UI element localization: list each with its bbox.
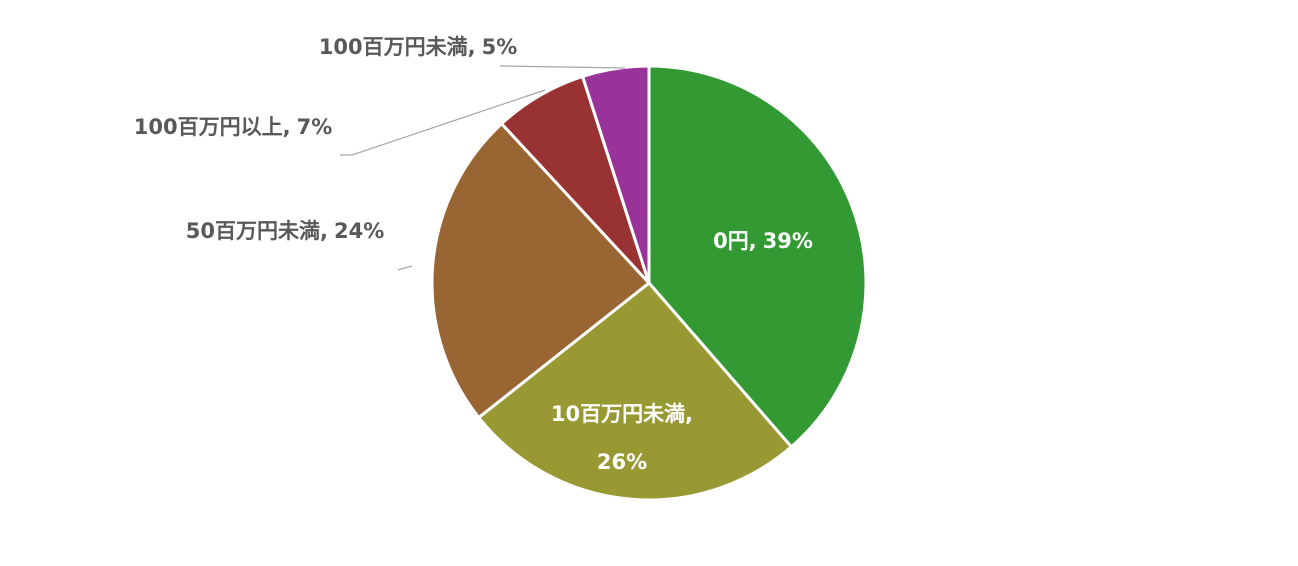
data-label: 26% [597,450,647,474]
label-value: 5% [482,35,518,59]
data-label: 10百万円未満, [551,402,693,426]
data-label: 0円, 39% [713,229,813,253]
pie-slice [476,280,794,502]
label-category: 100百万円未満, [319,35,476,59]
data-label: 100百万円以上, 7% [134,115,332,139]
label-value: 39% [763,229,813,253]
leader-line [340,89,546,156]
leader-line [499,65,626,69]
label-category: 100百万円以上, [134,115,291,139]
label-value: 7% [297,115,333,139]
leader-line [397,265,413,271]
data-label: 100百万円未満, 5% [319,35,517,59]
data-label: 50百万円未満, 24% [186,219,384,243]
pie-slice [647,64,868,449]
label-category: 0円, [713,229,757,253]
label-category: 50百万円未満, [186,219,328,243]
pie-slice [430,121,652,420]
pie-slice [580,64,651,284]
label-value: 24% [334,219,384,243]
